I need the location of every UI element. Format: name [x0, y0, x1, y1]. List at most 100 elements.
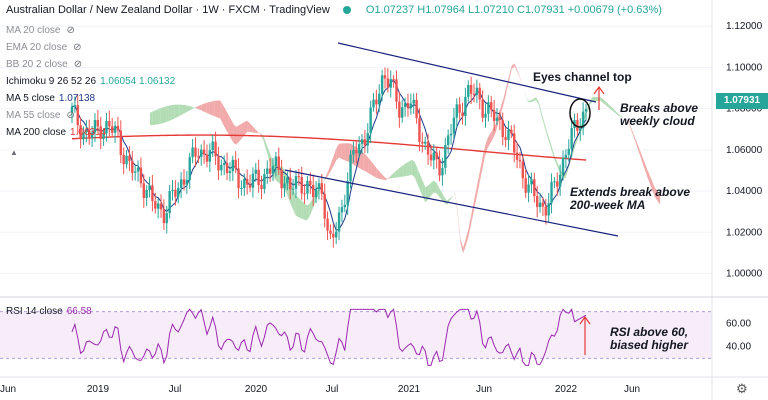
candle-body — [530, 179, 533, 185]
channel-top-line — [337, 42, 597, 103]
time-tick-label: Jun — [0, 384, 16, 395]
highlight-circle — [569, 98, 591, 128]
ichimoku-cloud-segment — [527, 100, 531, 103]
candle-body — [461, 112, 464, 117]
candle-body — [151, 185, 154, 202]
candle-body — [383, 75, 387, 79]
candle-body — [409, 103, 413, 109]
legend-ma20[interactable]: MA 20 close ⊘ — [6, 22, 175, 39]
candle-body — [82, 131, 85, 140]
ichimoku-cloud-segment — [638, 146, 642, 160]
eye-crossed-icon[interactable]: ⊘ — [66, 110, 75, 121]
eye-crossed-icon[interactable]: ⊘ — [73, 42, 82, 53]
ichimoku-cloud-segment — [490, 129, 493, 144]
ichimoku-cloud-segment — [368, 158, 372, 175]
channel-bottom-line — [284, 169, 619, 237]
ichimoku-cloud-segment — [365, 155, 369, 174]
ichimoku-cloud-segment — [344, 143, 348, 162]
ichimoku-cloud-segment — [309, 199, 312, 218]
candle-body — [510, 129, 513, 134]
gear-icon[interactable]: ⚙ — [736, 381, 748, 396]
ichimoku-cloud-segment — [457, 211, 461, 243]
candle-body — [205, 154, 209, 162]
candle-body — [418, 118, 421, 142]
candle-body — [449, 133, 453, 136]
legend-ma200[interactable]: MA 200 close 1.06314 — [6, 127, 107, 138]
ichimoku-cloud-segment — [479, 160, 483, 185]
candle-body — [326, 218, 329, 231]
candle-body — [220, 164, 223, 171]
ichimoku-cloud-segment — [306, 204, 310, 221]
candle-body — [334, 231, 338, 238]
candle-body — [303, 193, 306, 195]
candle-body — [501, 120, 504, 138]
candle-body — [349, 154, 352, 182]
candle-body — [481, 99, 484, 118]
ichimoku-cloud-segment — [403, 162, 407, 177]
candle-body — [159, 203, 163, 210]
ichimoku-cloud-segment — [452, 192, 456, 197]
candle-body — [88, 129, 91, 139]
ichimoku-cloud-segment — [222, 104, 226, 129]
eye-crossed-icon[interactable]: ⊘ — [66, 25, 75, 36]
ichimoku-cloud-segment — [387, 176, 391, 180]
ichimoku-cloud-segment — [376, 168, 380, 179]
candle-body — [544, 206, 547, 216]
ichimoku-cloud-segment — [295, 195, 299, 218]
candle-body — [406, 103, 410, 109]
candle-body — [228, 171, 232, 174]
ichimoku-cloud-segment — [166, 105, 169, 123]
candle-body — [191, 147, 194, 158]
ichimoku-cloud-segment — [560, 168, 563, 179]
ichimoku-cloud-segment — [198, 104, 202, 111]
rsi-legend[interactable]: RSI 14 close 66.58 — [6, 306, 92, 317]
candle-body — [346, 181, 349, 205]
legend-ichimoku[interactable]: Ichimoku 9 26 52 26 1.06054 1.06132 — [6, 76, 176, 87]
candle-body — [478, 87, 481, 100]
candle-body — [472, 93, 476, 95]
candle-body — [96, 120, 100, 127]
ichimoku-cloud-segment — [244, 120, 248, 136]
ichimoku-cloud-segment — [476, 174, 480, 198]
ichimoku-cloud-segment — [220, 100, 223, 124]
ichimoku-cloud-segment — [522, 84, 526, 94]
ichimoku-cloud-segment — [414, 161, 418, 184]
ichimoku-cloud-segment — [465, 228, 469, 246]
candle-body — [415, 99, 418, 119]
ichimoku-cloud-segment — [557, 163, 561, 174]
ichimoku-cloud-segment — [649, 174, 653, 190]
candle-body — [237, 168, 240, 189]
time-tick-label: Jul — [169, 384, 182, 395]
candle-body — [174, 189, 177, 197]
ichimoku-cloud-segment — [260, 133, 264, 141]
candle-body — [268, 168, 272, 174]
candle-body — [211, 141, 214, 151]
chevron-up-icon[interactable]: ▲ — [10, 148, 18, 157]
candle-body — [343, 204, 346, 208]
ichimoku-cloud-segment — [592, 96, 596, 102]
candle-body — [581, 111, 585, 129]
ichimoku-cloud-segment — [635, 139, 639, 152]
ichimoku-cloud-segment — [441, 192, 445, 203]
candle-body — [564, 154, 568, 158]
candle-body — [217, 156, 220, 171]
ichimoku-cloud-segment — [627, 120, 631, 129]
candle-body — [438, 159, 441, 176]
candle-body — [541, 202, 545, 207]
ichimoku-cloud-segment — [150, 111, 153, 126]
price-tick-label: 1.00000 — [726, 269, 763, 280]
legend-ma5[interactable]: MA 5 close 1.07138 — [6, 93, 96, 104]
candle-body — [363, 139, 367, 146]
eye-crossed-icon[interactable]: ⊘ — [73, 59, 83, 70]
candle-body — [386, 78, 390, 88]
ichimoku-cloud-segment — [554, 156, 558, 168]
legend-ma55[interactable]: MA 55 close ⊘ — [6, 107, 175, 124]
legend-ema20[interactable]: EMA 20 close ⊘ — [6, 39, 175, 56]
up-arrow-icon — [593, 85, 605, 95]
candle-body — [475, 87, 479, 95]
legend-bb[interactable]: BB 20 2 close ⊘ — [6, 56, 175, 73]
ichimoku-cloud-segment — [438, 187, 442, 200]
market-status-icon — [342, 6, 351, 15]
candle-body — [156, 203, 160, 209]
ichimoku-cloud-segment — [538, 101, 542, 116]
